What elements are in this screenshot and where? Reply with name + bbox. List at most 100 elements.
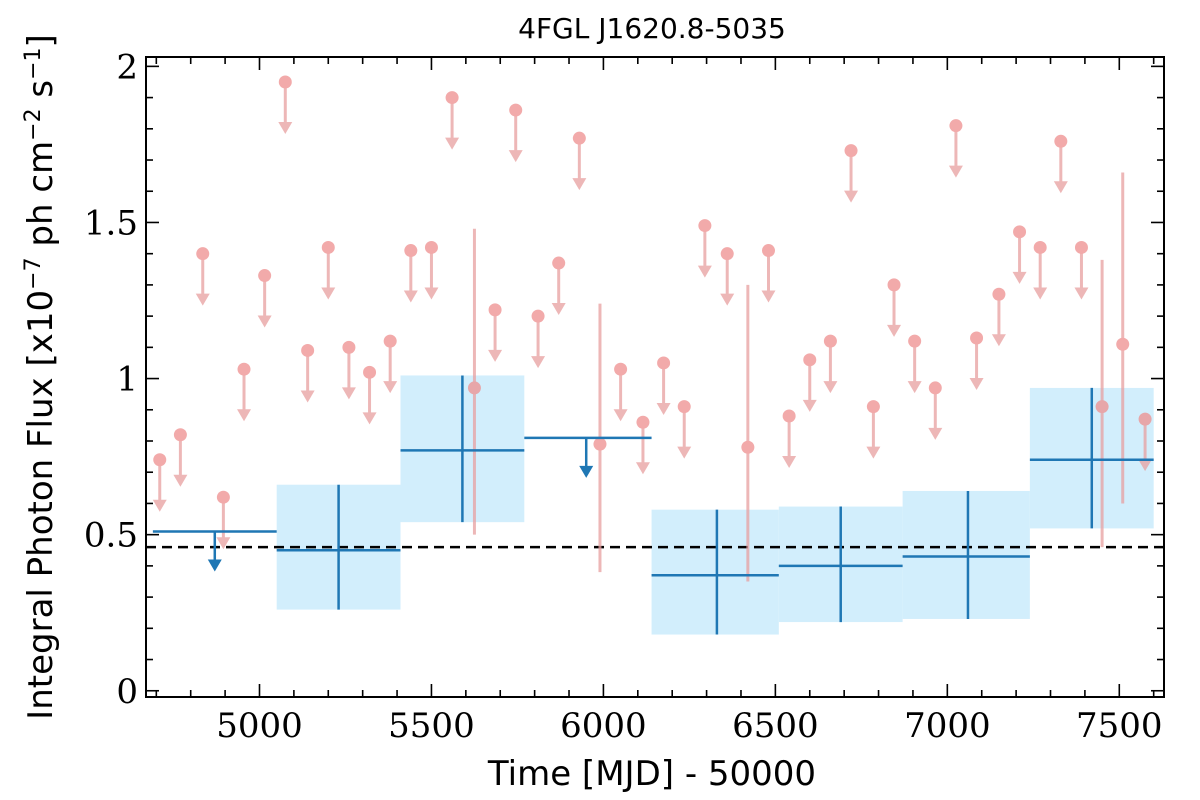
long-bin-arrow-0 xyxy=(207,559,222,572)
short-bin-marker-44 xyxy=(1074,240,1088,254)
short-bin-marker-32 xyxy=(823,334,837,348)
plot-area xyxy=(146,75,1164,635)
short-bin-arrow-10 xyxy=(362,412,377,425)
short-bin-arrow-38 xyxy=(948,165,963,178)
short-bin-marker-14 xyxy=(445,91,459,105)
short-bin-arrow-33 xyxy=(844,190,859,203)
short-bin-point-26 xyxy=(697,219,712,278)
short-bin-point-43 xyxy=(1053,134,1068,194)
short-bin-point-2 xyxy=(195,247,210,306)
short-bin-marker-16 xyxy=(488,303,502,317)
long-bin-band-6 xyxy=(902,490,1030,619)
short-bin-marker-8 xyxy=(321,240,335,254)
short-bin-point-45 xyxy=(1095,259,1109,548)
short-bin-point-31 xyxy=(802,353,817,412)
short-bin-arrow-27 xyxy=(720,293,735,306)
short-bin-arrow-4 xyxy=(237,409,252,422)
y-axis-label: Integral Photon Flux [x10−7 ph cm−2 s−1] xyxy=(21,34,62,720)
short-bin-marker-0 xyxy=(153,453,167,467)
short-bin-arrow-23 xyxy=(635,462,650,475)
short-bin-point-23 xyxy=(635,415,650,475)
short-bin-arrow-17 xyxy=(508,150,523,163)
short-bin-arrow-42 xyxy=(1033,287,1048,300)
short-bin-marker-38 xyxy=(949,119,963,133)
short-bin-arrow-0 xyxy=(152,499,167,512)
short-bin-point-1 xyxy=(173,428,188,487)
short-bin-point-25 xyxy=(677,400,692,459)
short-bin-marker-41 xyxy=(1013,225,1027,239)
axis-ticks: 5000 5500 6000 6500 7000 7500 0 0.5 1 1.5 2 xyxy=(84,47,1164,746)
short-bin-point-24 xyxy=(656,356,671,415)
short-bin-arrow-13 xyxy=(424,287,439,300)
short-bin-marker-10 xyxy=(363,365,377,379)
y-axis-label-part-2: ph cm xyxy=(21,141,61,258)
short-bin-point-5 xyxy=(257,269,272,328)
long-bin-point-4 xyxy=(651,509,779,635)
y-axis-label-part-3: −2 xyxy=(21,108,46,140)
short-bin-marker-21 xyxy=(593,437,607,451)
plot-frame xyxy=(145,56,1165,698)
short-bin-point-36 xyxy=(907,334,922,394)
short-bin-arrow-39 xyxy=(969,377,984,390)
short-bin-marker-2 xyxy=(196,247,210,261)
short-bin-point-20 xyxy=(572,131,587,191)
short-bin-arrow-31 xyxy=(802,399,817,412)
short-bin-arrow-30 xyxy=(782,456,797,469)
short-bin-point-11 xyxy=(383,334,398,394)
short-bin-marker-45 xyxy=(1095,400,1109,414)
short-bin-marker-12 xyxy=(404,244,418,258)
short-bin-point-12 xyxy=(403,244,418,303)
short-bin-marker-27 xyxy=(720,247,734,261)
short-bin-marker-33 xyxy=(844,144,858,158)
short-bin-marker-40 xyxy=(992,287,1006,301)
short-bin-point-3 xyxy=(216,490,231,550)
short-bin-arrow-34 xyxy=(866,446,881,459)
y-tick-label-3: 1.5 xyxy=(84,203,138,243)
short-bin-point-33 xyxy=(844,144,859,203)
short-bin-arrow-3 xyxy=(216,537,231,550)
long-bin-point-0 xyxy=(152,530,277,572)
short-bin-marker-23 xyxy=(636,415,650,429)
short-bin-marker-9 xyxy=(342,340,356,354)
x-tick-label-6000: 6000 xyxy=(560,706,647,746)
short-bin-marker-31 xyxy=(803,353,817,367)
short-bin-point-35 xyxy=(887,278,902,337)
short-bin-point-39 xyxy=(969,331,984,390)
long-bin-point-3 xyxy=(524,436,652,478)
short-bin-arrow-9 xyxy=(341,387,356,400)
short-bin-point-42 xyxy=(1033,240,1048,300)
short-bin-marker-39 xyxy=(970,331,984,345)
short-bin-marker-1 xyxy=(173,428,187,442)
short-bin-arrow-20 xyxy=(572,178,587,191)
short-bin-point-13 xyxy=(424,240,439,300)
short-bin-marker-7 xyxy=(301,343,315,357)
short-bin-marker-42 xyxy=(1033,240,1047,254)
short-bin-marker-11 xyxy=(383,334,397,348)
short-bin-marker-20 xyxy=(572,131,586,145)
short-bin-marker-15 xyxy=(467,381,481,395)
x-tick-label-5500: 5500 xyxy=(388,706,475,746)
short-bin-arrow-44 xyxy=(1074,287,1089,300)
short-bin-marker-24 xyxy=(657,356,671,370)
short-bin-marker-30 xyxy=(782,409,796,423)
short-bin-marker-35 xyxy=(887,278,901,292)
short-bin-point-29 xyxy=(761,244,776,303)
short-bin-point-10 xyxy=(362,365,377,425)
short-bin-point-15 xyxy=(467,228,481,535)
short-bin-arrow-35 xyxy=(887,324,902,337)
short-bin-marker-29 xyxy=(761,244,775,258)
short-bin-point-19 xyxy=(551,256,566,316)
short-bin-point-46 xyxy=(1116,172,1130,504)
short-bin-arrow-14 xyxy=(445,137,460,150)
short-bin-point-32 xyxy=(823,334,838,394)
short-bin-marker-18 xyxy=(531,309,545,323)
short-bin-marker-22 xyxy=(614,362,628,376)
short-bin-marker-17 xyxy=(509,103,523,117)
short-bin-arrow-26 xyxy=(697,265,712,278)
short-bin-arrow-16 xyxy=(488,349,503,362)
short-bin-point-38 xyxy=(948,119,963,178)
short-bin-marker-47 xyxy=(1138,412,1152,426)
short-bin-arrow-8 xyxy=(321,287,336,300)
short-bin-arrow-11 xyxy=(383,381,398,394)
